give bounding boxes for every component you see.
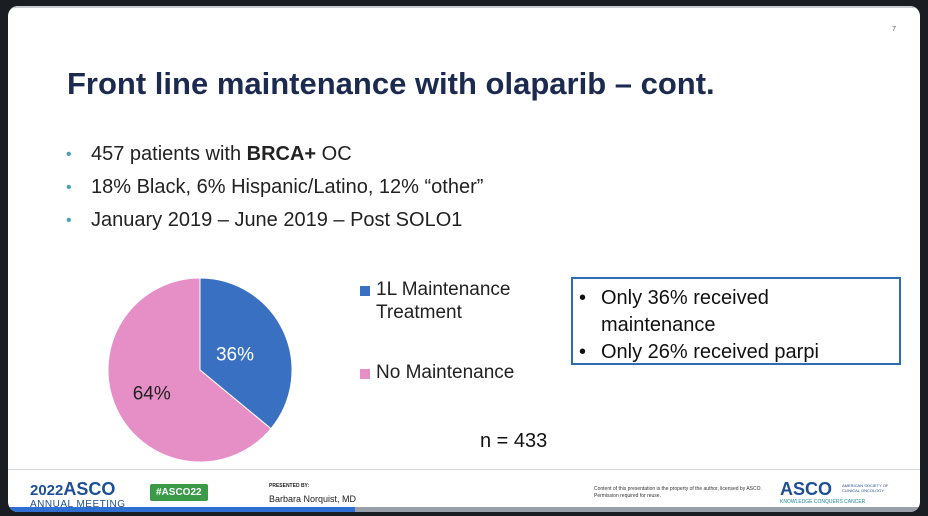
presenter-block: PRESENTED BY: Barbara Norquist, MD xyxy=(269,483,356,504)
info-bullet: • xyxy=(579,341,587,363)
asco-annual-meeting-logo: 2022ASCO ANNUAL MEETING xyxy=(30,479,125,510)
bullet-text: January 2019 – June 2019 – Post SOLO1 xyxy=(91,209,463,231)
info-text: Only 26% received parpi xyxy=(601,341,819,363)
copyright-notice: Content of this presentation is the prop… xyxy=(594,486,762,499)
pie-slice-no-maintenance xyxy=(107,277,272,463)
logo-meeting: ANNUAL MEETING xyxy=(30,499,126,510)
bullet-dot: • xyxy=(66,146,72,163)
footer-divider xyxy=(8,469,920,470)
slide-title: Front line maintenance with olaparib – c… xyxy=(67,66,715,101)
society-tagline: KNOWLEDGE CONQUERS CANCER xyxy=(780,499,866,505)
pie-slice-maintenance xyxy=(199,277,293,430)
bullet-text: 457 patients with xyxy=(91,143,247,165)
asco-society-logo: ASCO AMERICAN SOCIETY OF CLINICAL ONCOLO… xyxy=(780,479,888,505)
bullet-text: OC xyxy=(316,143,352,165)
progress-fill xyxy=(8,507,355,512)
bullet-dot: • xyxy=(66,179,72,196)
info-bullet: • xyxy=(579,287,587,309)
info-box: • Only 36% received maintenance • Only 2… xyxy=(571,277,901,365)
legend-label: 1L Maintenance xyxy=(376,279,511,300)
bullet-text-bold: BRCA+ xyxy=(246,143,317,165)
society-name: AMERICAN SOCIETY OF CLINICAL ONCOLOGY xyxy=(842,483,889,493)
presented-by-label: PRESENTED BY: xyxy=(269,483,310,489)
presentation-progress-bar xyxy=(8,507,920,512)
pie-chart: 36% 64% xyxy=(107,277,293,463)
legend-swatch-maintenance xyxy=(360,286,370,296)
legend-item-no-maintenance: No Maintenance xyxy=(360,361,514,384)
slide-top-border xyxy=(8,6,920,8)
info-box-line: • Only 36% received maintenance xyxy=(579,285,899,339)
bullet-dot: • xyxy=(66,212,72,229)
sample-size: n = 433 xyxy=(480,430,548,452)
legend-label: Treatment xyxy=(376,302,462,323)
info-text: maintenance xyxy=(601,314,716,336)
legend-item-maintenance: 1L Maintenance Treatment xyxy=(360,278,514,324)
legend-swatch-no-maintenance xyxy=(360,369,370,379)
asco-wordmark: ASCO xyxy=(780,479,833,499)
bullet-item: • January 2019 – June 2019 – Post SOLO1 xyxy=(66,204,483,237)
presenter-name: Barbara Norquist, MD xyxy=(269,494,357,504)
logo-year: 2022 xyxy=(30,482,64,499)
bullet-text: 18% Black, 6% Hispanic/Latino, 12% “othe… xyxy=(91,176,484,198)
slide-number: 7 xyxy=(892,26,896,33)
legend-label: No Maintenance xyxy=(376,362,515,383)
bullet-list: • 457 patients with BRCA+ OC • 18% Black… xyxy=(66,138,483,237)
bullet-item: • 457 patients with BRCA+ OC xyxy=(66,138,483,171)
pie-legend: 1L Maintenance Treatment No Maintenance xyxy=(360,278,514,384)
info-box-line: • Only 26% received parpi xyxy=(579,339,899,366)
hashtag-badge: #ASCO22 xyxy=(150,484,208,501)
info-text: Only 36% received xyxy=(601,287,769,309)
bullet-item: • 18% Black, 6% Hispanic/Latino, 12% “ot… xyxy=(66,171,483,204)
pie-label-maintenance: 36% xyxy=(216,345,254,366)
logo-asco: ASCO xyxy=(63,479,116,499)
pie-label-no-maintenance: 64% xyxy=(133,384,171,405)
slide: 7 Front line maintenance with olaparib –… xyxy=(8,6,920,512)
